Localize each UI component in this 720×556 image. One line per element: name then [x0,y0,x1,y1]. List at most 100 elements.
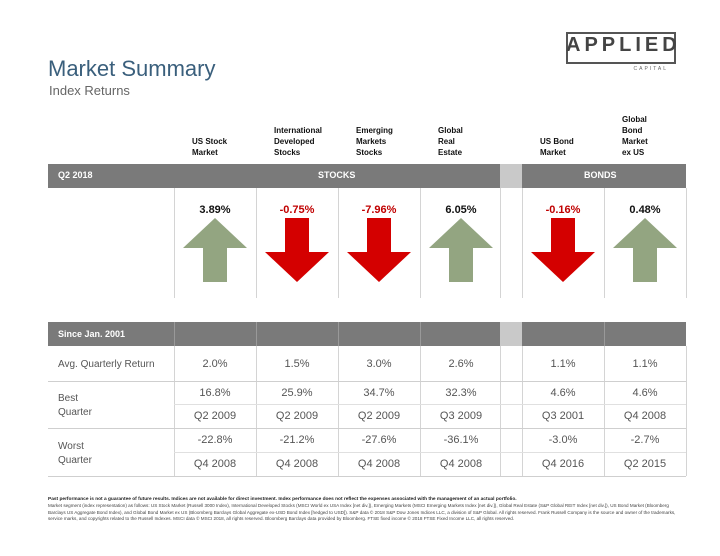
avg-return-cell: 1.1% [632,358,658,370]
best-value-cell: 4.6% [632,387,658,399]
divider [256,188,257,298]
worst-date-cell: Q2 2015 [623,458,667,470]
best-date-cell: Q2 2009 [357,410,401,422]
best-value-cell: 16.8% [199,387,231,399]
worst-date-cell: Q4 2008 [275,458,319,470]
column-header-line: US Stock [192,137,228,146]
column-header-line: Markets [356,137,387,146]
worst-date-cell: Q4 2008 [357,458,401,470]
best-date-cell: Q2 2009 [275,410,319,422]
up-arrow-shape [429,218,493,282]
column-header-line: US Bond [540,137,574,146]
since-label: Since Jan. 2001 [58,329,126,339]
worst-value-cell: -27.6% [361,434,397,446]
divider [686,346,687,476]
divider [420,322,421,346]
divider [174,188,175,298]
avg-quarterly-return-label: Avg. Quarterly Return [58,359,155,370]
best-date-cell: Q2 2009 [193,410,237,422]
best-value-cell: 4.6% [550,387,576,399]
avg-return-cell: 3.0% [366,358,392,370]
column-header-line: Estate [438,148,463,157]
column-header-line: Stocks [274,148,301,157]
worst-value-cell: -2.7% [630,434,660,446]
arrow-global-real-estate-icon [429,218,493,282]
divider [604,188,605,298]
best-label-line2: Quarter [58,407,92,418]
column-header-line: Developed [274,137,315,146]
column-header-line: Real [438,137,455,146]
row-divider [48,381,686,382]
applied-capital-logo: APPLIED CAPITAL [566,32,681,74]
column-header-line: Global [438,126,463,135]
column-header-line: Market [622,137,648,146]
return-us-stock: 3.89% [199,204,231,216]
band-separator [500,322,522,346]
divider [256,346,257,476]
column-header-intl-developed: International Developed Stocks [274,125,322,158]
down-arrow-shape [265,218,329,282]
divider [500,346,501,476]
logo-border [566,32,676,64]
row-divider [174,404,686,405]
arrow-us-stock-icon [183,218,247,282]
worst-value-cell: -21.2% [279,434,315,446]
logo-subtext: CAPITAL [633,66,668,72]
arrow-us-bond-icon [531,218,595,282]
best-date-cell: Q3 2001 [541,410,585,422]
column-header-line: International [274,126,323,135]
avg-return-cell: 1.5% [284,358,310,370]
best-date-cell: Q3 2009 [439,410,483,422]
worst-value-cell: -3.0% [548,434,578,446]
up-arrow-shape [613,218,677,282]
divider [174,346,175,476]
column-header-global-real-estate: Global Real Estate [438,125,463,158]
column-header-line: Global [622,115,647,124]
divider [420,346,421,476]
row-divider [48,428,686,429]
quarter-label: Q2 2018 [58,170,93,180]
divider [420,188,421,298]
down-arrow-shape [531,218,595,282]
footnote-bold: Past performance is not a guarantee of f… [48,497,517,502]
column-header-line: ex US [622,148,645,157]
best-value-cell: 25.9% [281,387,313,399]
divider [338,188,339,298]
column-header-line: Bond [622,126,643,135]
return-us-bond: -0.16% [545,204,581,216]
band-separator [500,164,522,188]
stocks-label: STOCKS [318,170,356,180]
avg-return-cell: 1.1% [550,358,576,370]
worst-label-line2: Quarter [58,455,92,466]
bonds-band: BONDS [522,164,686,188]
return-global-real-estate: 6.05% [445,204,477,216]
bonds-label: BONDS [584,170,617,180]
column-header-us-bond: US Bond Market [540,136,574,158]
logo-wordmark: APPLIED [566,34,681,56]
return-intl-developed: -0.75% [279,204,315,216]
divider [338,322,339,346]
column-header-us-stock: US Stock Market [192,136,227,158]
worst-date-cell: Q4 2008 [439,458,483,470]
best-value-cell: 32.3% [445,387,477,399]
divider [686,188,687,298]
arrow-emerging-markets-icon [347,218,411,282]
worst-date-cell: Q4 2016 [541,458,585,470]
quarter-band: Q2 2018 STOCKS [48,164,500,188]
divider [338,346,339,476]
worst-label-line1: Worst [58,441,84,452]
divider [604,322,605,346]
footnote: Past performance is not a guarantee of f… [48,496,684,523]
column-header-emerging-markets: Emerging Markets Stocks [356,125,393,158]
up-arrow-shape [183,218,247,282]
return-emerging-markets: -7.96% [361,204,397,216]
divider [604,346,605,476]
column-header-line: Market [192,148,218,157]
column-header-line: Emerging [356,126,393,135]
column-header-line: Market [540,148,566,157]
arrow-intl-developed-icon [265,218,329,282]
best-value-cell: 34.7% [363,387,395,399]
divider [174,322,175,346]
page-title: Market Summary [48,56,216,81]
return-global-bond-ex-us: 0.48% [629,204,661,216]
